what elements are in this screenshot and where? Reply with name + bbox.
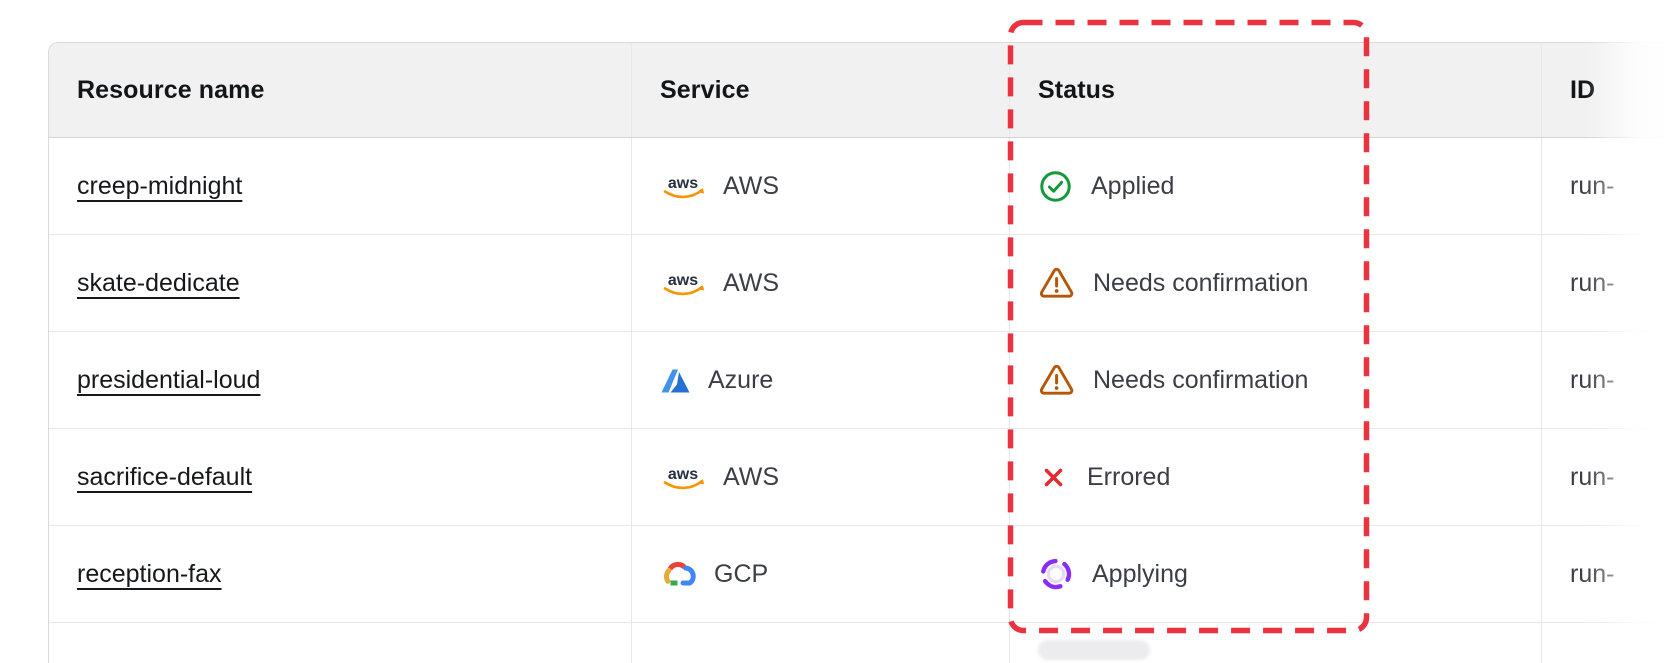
resource-name-link[interactable]: sacrifice-default: [77, 462, 253, 491]
table-row: reception-fax GCP Applying run-: [49, 526, 1672, 623]
resource-name-link[interactable]: creep-midnight: [77, 171, 243, 200]
column-header-id: ID: [1541, 43, 1672, 137]
status-label: Errored: [1087, 462, 1171, 491]
table-row: skate-dedicate aws AWS Needs confirmatio…: [49, 235, 1672, 332]
run-id: run-: [1570, 268, 1615, 297]
aws-icon: aws: [663, 272, 705, 296]
service-label: AWS: [723, 462, 780, 491]
svg-text:aws: aws: [668, 175, 698, 192]
table-row: sacrifice-default aws AWS Errored run-: [49, 429, 1672, 526]
service-label: Azure: [708, 365, 774, 394]
resources-table: Resource name Service Status ID creep-mi…: [48, 42, 1672, 663]
svg-text:aws: aws: [668, 272, 698, 289]
aws-icon: aws: [663, 175, 705, 199]
status-needs-confirmation-icon: [1039, 364, 1074, 395]
resource-name-link[interactable]: reception-fax: [77, 559, 222, 588]
aws-icon: aws: [663, 466, 705, 490]
table-row: presidential-loud Azure Needs confirmati…: [49, 332, 1672, 429]
status-applying-icon: [1040, 558, 1072, 590]
service-label: AWS: [723, 268, 780, 297]
blurred-row-placeholder: [1038, 640, 1150, 660]
status-label: Needs confirmation: [1093, 268, 1309, 297]
table-row-partial: [49, 623, 1672, 663]
status-label: Needs confirmation: [1093, 365, 1309, 394]
table-header-row: Resource name Service Status ID: [49, 43, 1672, 138]
azure-icon: [661, 369, 690, 392]
run-id: run-: [1570, 171, 1615, 200]
status-label: Applied: [1091, 171, 1175, 200]
service-label: GCP: [714, 559, 769, 588]
service-label: AWS: [723, 171, 780, 200]
status-needs-confirmation-icon: [1039, 267, 1074, 298]
gcp-icon: [663, 561, 696, 586]
column-header-resource-name: Resource name: [77, 75, 265, 104]
run-id: run-: [1570, 559, 1615, 588]
svg-text:aws: aws: [668, 466, 698, 483]
run-id: run-: [1570, 365, 1615, 394]
resource-name-link[interactable]: skate-dedicate: [77, 268, 240, 297]
column-header-status: Status: [1009, 43, 1541, 137]
run-id: run-: [1570, 462, 1615, 491]
table-row: creep-midnight aws AWS Applied run-: [49, 138, 1672, 235]
status-label: Applying: [1092, 559, 1188, 588]
status-errored-icon: [1044, 468, 1063, 486]
resource-name-link[interactable]: presidential-loud: [77, 365, 261, 394]
status-applied-icon: [1040, 170, 1071, 202]
column-header-service: Service: [631, 43, 1009, 137]
